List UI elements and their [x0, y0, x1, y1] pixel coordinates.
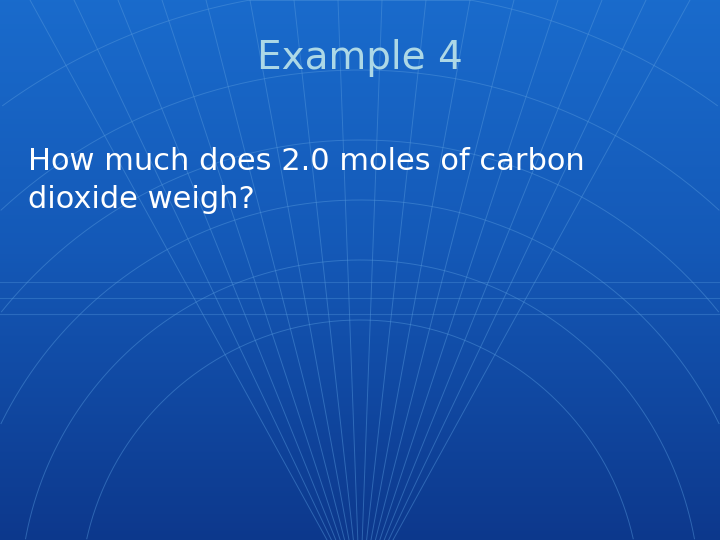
Text: Example 4: Example 4: [257, 39, 463, 77]
Text: How much does 2.0 moles of carbon: How much does 2.0 moles of carbon: [28, 147, 585, 177]
Text: dioxide weigh?: dioxide weigh?: [28, 186, 255, 214]
